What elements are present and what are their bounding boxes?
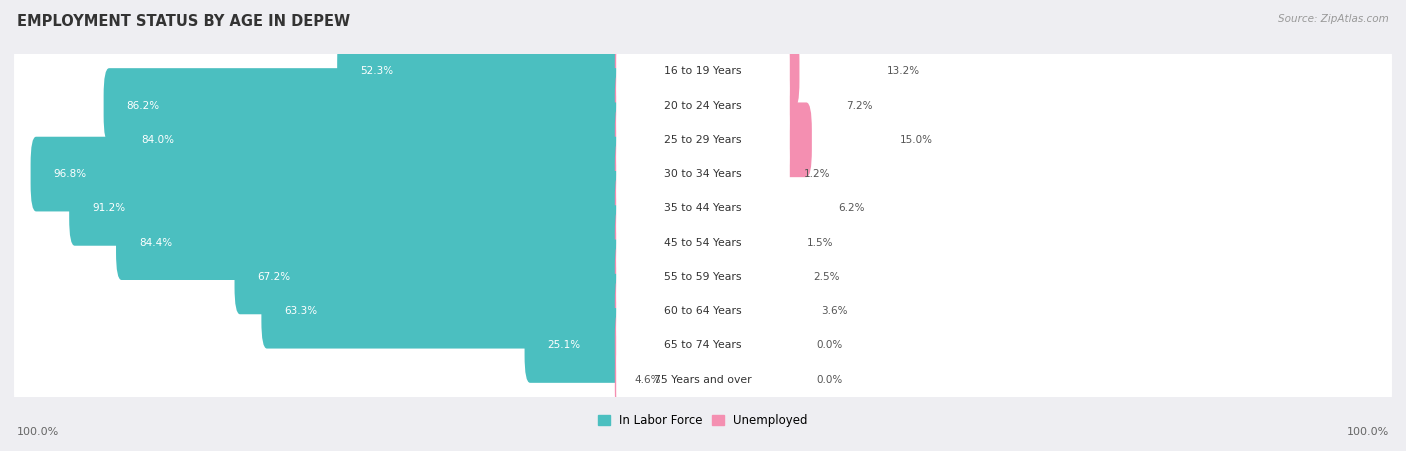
FancyBboxPatch shape [14, 347, 1392, 413]
FancyBboxPatch shape [614, 137, 717, 212]
FancyBboxPatch shape [616, 142, 790, 206]
FancyBboxPatch shape [614, 102, 811, 177]
Text: 67.2%: 67.2% [257, 272, 291, 282]
Text: 100.0%: 100.0% [1347, 428, 1389, 437]
FancyBboxPatch shape [524, 308, 709, 383]
FancyBboxPatch shape [614, 171, 751, 246]
FancyBboxPatch shape [14, 141, 1392, 207]
Text: 86.2%: 86.2% [127, 101, 159, 110]
FancyBboxPatch shape [14, 175, 1392, 241]
FancyBboxPatch shape [616, 39, 790, 103]
Text: 0.0%: 0.0% [817, 341, 844, 350]
Text: 25 to 29 Years: 25 to 29 Years [664, 135, 742, 145]
FancyBboxPatch shape [614, 308, 730, 383]
Text: 20 to 24 Years: 20 to 24 Years [664, 101, 742, 110]
FancyBboxPatch shape [616, 176, 790, 240]
FancyBboxPatch shape [614, 274, 734, 349]
Text: 25.1%: 25.1% [547, 341, 581, 350]
Text: 35 to 44 Years: 35 to 44 Years [664, 203, 742, 213]
Text: 91.2%: 91.2% [91, 203, 125, 213]
FancyBboxPatch shape [616, 348, 790, 412]
Text: 100.0%: 100.0% [17, 428, 59, 437]
Text: 2.5%: 2.5% [813, 272, 839, 282]
Text: 30 to 34 Years: 30 to 34 Years [664, 169, 742, 179]
FancyBboxPatch shape [616, 211, 790, 275]
Text: 96.8%: 96.8% [53, 169, 86, 179]
FancyBboxPatch shape [616, 279, 790, 343]
Text: Source: ZipAtlas.com: Source: ZipAtlas.com [1278, 14, 1389, 23]
FancyBboxPatch shape [14, 210, 1392, 276]
Text: 65 to 74 Years: 65 to 74 Years [664, 341, 742, 350]
Text: 15.0%: 15.0% [900, 135, 932, 145]
FancyBboxPatch shape [14, 278, 1392, 344]
Text: 45 to 54 Years: 45 to 54 Years [664, 238, 742, 248]
Text: 52.3%: 52.3% [360, 66, 394, 76]
FancyBboxPatch shape [117, 205, 709, 280]
FancyBboxPatch shape [614, 239, 725, 314]
FancyBboxPatch shape [69, 171, 709, 246]
Text: 6.2%: 6.2% [839, 203, 865, 213]
Text: 16 to 19 Years: 16 to 19 Years [664, 66, 742, 76]
Text: 84.0%: 84.0% [142, 135, 174, 145]
Text: 3.6%: 3.6% [821, 306, 848, 316]
Text: 60 to 64 Years: 60 to 64 Years [664, 306, 742, 316]
FancyBboxPatch shape [14, 73, 1392, 138]
FancyBboxPatch shape [14, 244, 1392, 310]
FancyBboxPatch shape [235, 239, 709, 314]
FancyBboxPatch shape [31, 137, 709, 212]
Text: 0.0%: 0.0% [817, 375, 844, 385]
Text: 84.4%: 84.4% [139, 238, 172, 248]
FancyBboxPatch shape [614, 68, 758, 143]
FancyBboxPatch shape [614, 205, 718, 280]
FancyBboxPatch shape [14, 313, 1392, 378]
FancyBboxPatch shape [14, 38, 1392, 104]
FancyBboxPatch shape [616, 74, 790, 138]
FancyBboxPatch shape [118, 102, 709, 177]
FancyBboxPatch shape [14, 107, 1392, 173]
FancyBboxPatch shape [262, 274, 709, 349]
Text: 63.3%: 63.3% [284, 306, 318, 316]
Legend: In Labor Force, Unemployed: In Labor Force, Unemployed [593, 410, 813, 432]
FancyBboxPatch shape [616, 245, 790, 309]
FancyBboxPatch shape [616, 108, 790, 172]
FancyBboxPatch shape [104, 68, 709, 143]
Text: 75 Years and over: 75 Years and over [654, 375, 752, 385]
Text: 7.2%: 7.2% [845, 101, 872, 110]
Text: 1.2%: 1.2% [804, 169, 831, 179]
Text: 1.5%: 1.5% [807, 238, 832, 248]
FancyBboxPatch shape [665, 353, 706, 407]
FancyBboxPatch shape [337, 34, 709, 109]
Text: EMPLOYMENT STATUS BY AGE IN DEPEW: EMPLOYMENT STATUS BY AGE IN DEPEW [17, 14, 350, 28]
Text: 55 to 59 Years: 55 to 59 Years [664, 272, 742, 282]
FancyBboxPatch shape [616, 313, 790, 377]
FancyBboxPatch shape [614, 342, 730, 417]
Text: 4.6%: 4.6% [634, 375, 661, 385]
Text: 13.2%: 13.2% [887, 66, 920, 76]
FancyBboxPatch shape [614, 34, 800, 109]
